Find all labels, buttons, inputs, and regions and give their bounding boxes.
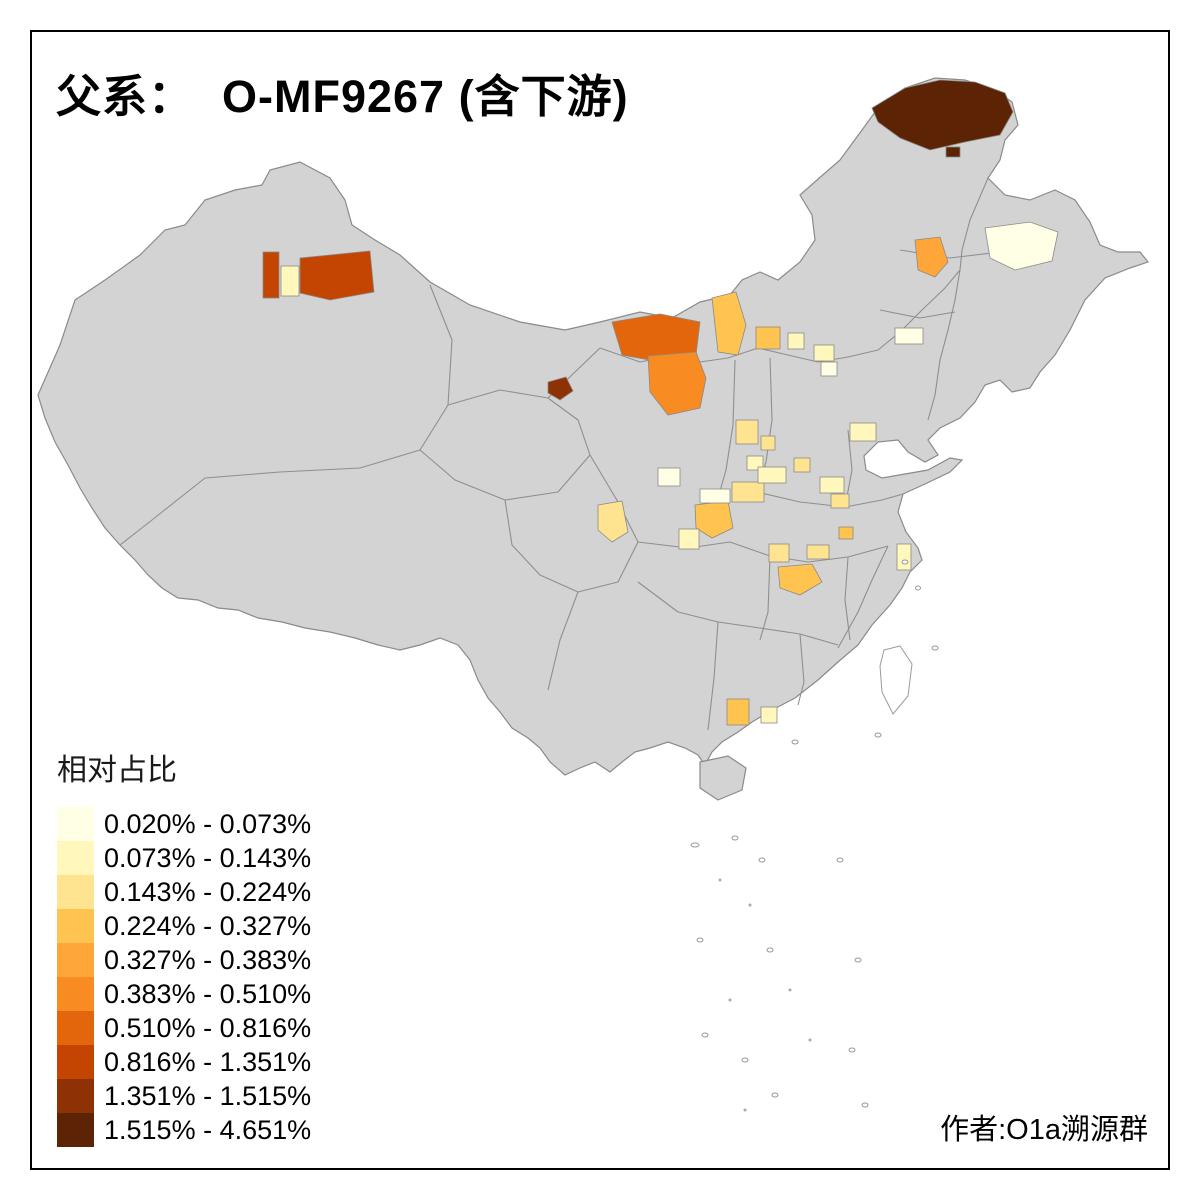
hainan-island: [699, 755, 747, 801]
map-region: [777, 563, 823, 596]
map-region: [711, 291, 747, 356]
legend-row: 0.383% - 0.510%: [57, 977, 311, 1011]
legend-row: 0.224% - 0.327%: [57, 909, 311, 943]
map-region: [849, 422, 877, 442]
title-haplogroup: O-MF9267 (含下游): [222, 71, 629, 122]
map-region: [830, 493, 850, 509]
legend-label: 0.020% - 0.073%: [104, 808, 312, 839]
page-title: 父系： O-MF9267 (含下游): [56, 60, 629, 125]
legend-swatch: [57, 1011, 94, 1045]
map-region: [984, 221, 1059, 271]
map-region: [768, 543, 790, 563]
map-region: [871, 79, 1014, 151]
map-region: [262, 251, 280, 299]
legend-row: 1.515% - 4.651%: [57, 1113, 311, 1147]
map-region: [547, 376, 574, 401]
map-region: [819, 476, 845, 494]
map-region: [757, 466, 787, 484]
legend-label: 0.816% - 1.351%: [104, 1046, 312, 1077]
legend-rows: 0.020% - 0.073% 0.073% - 0.143% 0.143% - 0…: [57, 807, 311, 1147]
legend-title: 相对占比: [57, 754, 177, 787]
map-region: [731, 481, 765, 503]
legend-swatch: [57, 943, 94, 977]
legend-label: 0.073% - 0.143%: [104, 842, 312, 873]
legend-swatch: [57, 977, 94, 1011]
legend-row: 1.351% - 1.515%: [57, 1079, 311, 1113]
map-region: [597, 500, 629, 543]
legend-swatch: [57, 875, 94, 909]
map-region: [678, 528, 700, 550]
map-region: [896, 543, 912, 571]
legend-swatch: [57, 807, 94, 841]
map-region: [945, 146, 961, 158]
legend-swatch: [57, 1079, 94, 1113]
map-regions: [262, 79, 1059, 726]
map-region: [914, 236, 949, 278]
map-region: [299, 250, 375, 301]
map-region: [760, 435, 776, 451]
map-region: [647, 351, 707, 416]
map-region: [894, 327, 924, 345]
mainland-outline: [37, 77, 1150, 776]
legend-swatch: [57, 1045, 94, 1079]
legend-row: 0.327% - 0.383%: [57, 943, 311, 977]
map-region: [760, 706, 778, 724]
map-region: [813, 344, 835, 362]
map-region: [806, 544, 830, 560]
author-credit: 作者:O1a溯源群: [940, 1114, 1148, 1146]
legend-row: 0.510% - 0.816%: [57, 1011, 311, 1045]
map-region: [280, 265, 300, 297]
map-region: [838, 526, 854, 540]
map-region: [726, 698, 750, 726]
legend-row: 0.073% - 0.143%: [57, 841, 311, 875]
map-region: [699, 488, 731, 504]
legend-label: 0.143% - 0.224%: [104, 876, 312, 907]
legend-swatch: [57, 1113, 94, 1147]
legend-label: 0.383% - 0.510%: [104, 978, 312, 1009]
map-region: [793, 457, 811, 473]
map-region: [755, 326, 781, 350]
legend-swatch: [57, 909, 94, 943]
map-region: [820, 361, 838, 377]
map-region: [657, 467, 681, 487]
legend-label: 0.224% - 0.327%: [104, 910, 312, 941]
map-region: [787, 332, 805, 350]
legend-label: 1.515% - 4.651%: [104, 1114, 312, 1145]
legend-swatch: [57, 841, 94, 875]
legend-row: 0.020% - 0.073%: [57, 807, 311, 841]
legend-row: 0.816% - 1.351%: [57, 1045, 311, 1079]
legend: 相对占比 0.020% - 0.073% 0.073% - 0.143% 0.143…: [57, 745, 311, 1147]
sea-islands: [690, 559, 939, 1112]
map-region: [746, 455, 764, 471]
legend-label: 1.351% - 1.515%: [104, 1080, 312, 1111]
legend-label: 0.510% - 0.816%: [104, 1012, 312, 1043]
map-region: [735, 419, 759, 445]
title-prefix: 父系：: [56, 71, 195, 122]
taiwan-island: [879, 645, 913, 715]
legend-row: 0.143% - 0.224%: [57, 875, 311, 909]
legend-label: 0.327% - 0.383%: [104, 944, 312, 975]
